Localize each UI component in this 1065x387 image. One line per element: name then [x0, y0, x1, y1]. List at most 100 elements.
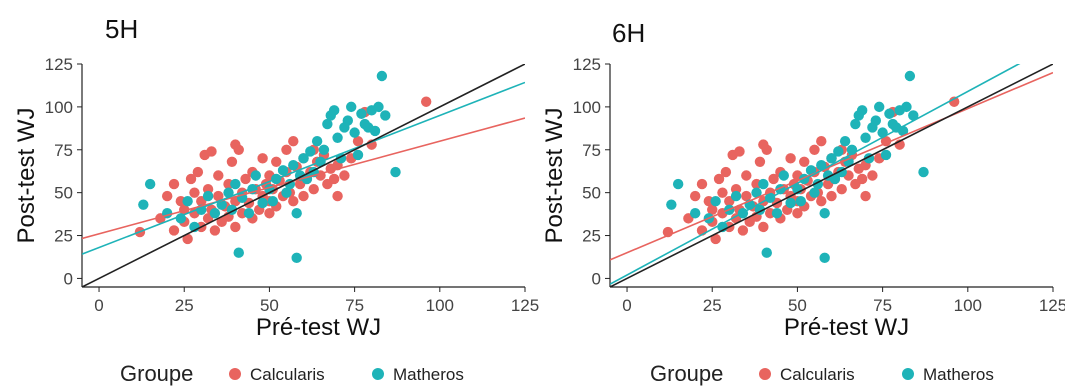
point-matheros: [342, 115, 353, 126]
legend-title: Groupe: [650, 361, 723, 386]
point-matheros: [843, 156, 854, 167]
point-matheros: [839, 135, 851, 147]
point-matheros: [884, 108, 895, 119]
legend-swatch-matheros: [372, 368, 384, 380]
x-tick-label: 25: [175, 296, 194, 315]
chart-title: 6H: [612, 18, 645, 48]
point-calcularis: [257, 153, 268, 164]
point-calcularis: [689, 190, 701, 202]
y-tick-label: 50: [54, 184, 73, 203]
point-calcularis: [741, 190, 752, 202]
point-matheros: [281, 187, 292, 198]
point-matheros: [318, 144, 330, 155]
lines-layer: [82, 64, 525, 287]
point-matheros: [352, 149, 364, 161]
legend-label-matheros: Matheros: [923, 365, 994, 384]
point-calcularis: [707, 204, 718, 216]
point-calcularis: [799, 156, 810, 167]
point-matheros: [356, 108, 367, 119]
point-calcularis: [420, 96, 432, 107]
point-calcularis: [226, 156, 238, 167]
point-calcularis: [809, 144, 820, 155]
legend-swatch-calcularis: [759, 368, 771, 380]
panel-6h: 6H 0 25 50 75 100 125 0 25 50 75 100 125 Pré-test WJ P…: [541, 18, 1065, 341]
point-matheros: [311, 135, 323, 147]
point-calcularis: [696, 178, 708, 190]
point-matheros: [202, 190, 214, 202]
y-tick-label: 100: [573, 98, 601, 117]
point-matheros: [785, 197, 796, 209]
point-matheros: [298, 153, 309, 164]
point-calcularis: [792, 208, 803, 219]
point-matheros: [138, 199, 149, 210]
point-calcularis: [308, 184, 319, 195]
point-calcularis: [233, 144, 244, 155]
point-calcularis: [209, 225, 221, 236]
legend-swatch-matheros: [902, 368, 914, 380]
points-layer: [134, 70, 432, 264]
point-matheros: [833, 146, 844, 157]
x-tick-label: 25: [703, 296, 722, 315]
point-matheros: [860, 132, 871, 143]
chart-title: 5H: [105, 14, 138, 44]
point-matheros: [257, 197, 268, 209]
point-matheros: [230, 178, 241, 190]
point-matheros: [291, 252, 302, 264]
point-matheros: [778, 170, 789, 181]
point-calcularis: [717, 187, 728, 198]
point-calcularis: [860, 190, 871, 202]
x-tick-label: 125: [1039, 296, 1065, 315]
point-matheros: [901, 101, 912, 113]
point-matheros: [346, 101, 357, 113]
point-calcularis: [761, 144, 772, 155]
point-matheros: [751, 187, 762, 198]
point-matheros: [672, 178, 684, 190]
point-matheros: [856, 105, 868, 116]
point-matheros: [267, 196, 279, 207]
x-tick-label: 100: [954, 296, 982, 315]
point-matheros: [874, 101, 885, 113]
point-matheros: [288, 160, 299, 171]
point-matheros: [223, 187, 234, 198]
points-layer: [662, 70, 960, 264]
point-calcularis: [768, 173, 779, 185]
point-calcularis: [737, 225, 749, 236]
point-matheros: [390, 166, 401, 178]
point-calcularis: [168, 178, 180, 190]
point-calcularis: [288, 196, 299, 207]
point-matheros: [349, 127, 360, 138]
point-matheros: [291, 208, 302, 219]
point-calcularis: [281, 144, 292, 155]
point-matheros: [761, 247, 772, 258]
point-matheros: [250, 170, 261, 181]
point-matheros: [771, 208, 783, 219]
point-calcularis: [758, 221, 769, 233]
x-tick-label: 100: [426, 296, 454, 315]
point-matheros: [277, 165, 289, 176]
point-calcularis: [754, 156, 766, 167]
x-tick-label: 0: [622, 296, 631, 315]
point-matheros: [369, 125, 381, 137]
y-tick-label: 75: [54, 141, 73, 160]
point-calcularis: [856, 173, 868, 185]
point-matheros: [328, 105, 340, 116]
point-matheros: [870, 115, 881, 126]
y-tick-label: 50: [582, 184, 601, 203]
legend-6h: Groupe Calcularis Matheros: [650, 361, 994, 386]
point-calcularis: [182, 233, 193, 245]
point-calcularis: [816, 196, 827, 207]
point-calcularis: [352, 135, 364, 147]
point-calcularis: [720, 166, 732, 178]
y-tick-label: 125: [573, 55, 601, 74]
x-axis-label: Pré-test WJ: [784, 314, 909, 341]
legend-label-matheros: Matheros: [393, 365, 464, 384]
point-matheros: [880, 149, 892, 161]
fit-line-matheros: [82, 81, 525, 255]
point-calcularis: [734, 146, 745, 157]
point-matheros: [795, 196, 807, 207]
point-matheros: [175, 213, 187, 224]
y-axis-label: Post-test WJ: [541, 107, 568, 243]
point-calcularis: [948, 96, 960, 107]
fit-line-calcularis: [82, 117, 525, 240]
point-matheros: [819, 208, 830, 219]
